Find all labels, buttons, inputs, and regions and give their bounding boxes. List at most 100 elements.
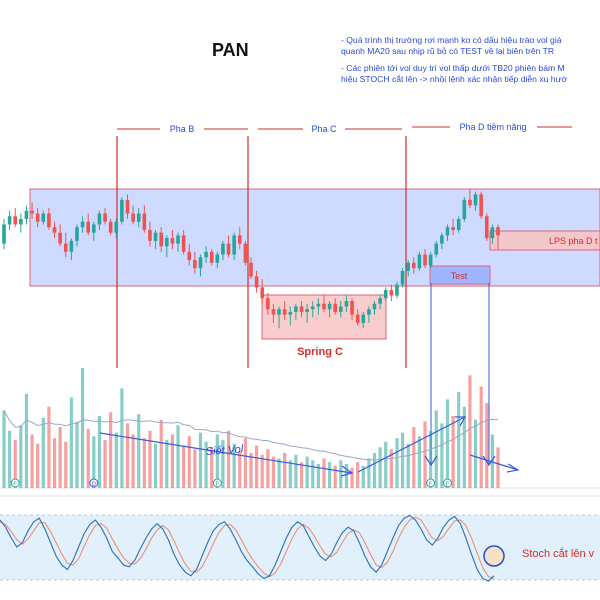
candle-body <box>344 301 349 307</box>
volume-bar <box>429 430 433 488</box>
candle-body <box>19 219 23 225</box>
candle-body <box>479 194 483 217</box>
lps-box <box>489 230 600 251</box>
volume-bar <box>125 423 130 488</box>
volume-bar <box>350 467 354 488</box>
volume-bar <box>204 441 208 488</box>
volume-marker-label: F <box>215 482 219 488</box>
volume-bar <box>277 458 281 488</box>
candle-body <box>249 262 253 277</box>
candles-group <box>2 188 500 329</box>
volume-bar <box>52 438 57 488</box>
volume-bar <box>36 443 40 488</box>
candle-body <box>468 199 472 206</box>
candle-body <box>367 309 371 315</box>
volume-bar <box>462 406 466 488</box>
candle-body <box>181 235 186 252</box>
candle-body <box>92 224 96 233</box>
volume-bar <box>92 436 96 488</box>
candle-body <box>47 213 51 228</box>
candle-body <box>187 251 192 260</box>
candle-body <box>378 298 382 304</box>
candle-body <box>204 251 208 258</box>
lps-label: LPS pha D t <box>549 236 598 246</box>
volume-bar <box>367 458 371 488</box>
volume-bar <box>2 410 6 488</box>
candle-body <box>13 216 18 225</box>
volume-bar <box>97 416 102 488</box>
volume-bar <box>327 462 332 488</box>
stoch-d-line <box>0 516 495 580</box>
volume-bar <box>170 434 175 488</box>
candle-body <box>339 306 343 312</box>
volume-bar <box>215 434 219 488</box>
volume-bar <box>311 460 315 488</box>
volume-bar <box>266 449 270 488</box>
candle-body <box>170 238 175 244</box>
volume-bar <box>232 443 236 488</box>
volume-bar <box>445 399 450 488</box>
candle-body <box>288 311 293 315</box>
volume-bar <box>86 428 90 488</box>
volume-bar <box>356 462 360 488</box>
candle-body <box>142 213 147 230</box>
volume-bar <box>19 425 23 488</box>
volume-marker-circle <box>426 478 436 488</box>
volume-marker-label: F <box>446 482 450 488</box>
candle-body <box>271 309 276 315</box>
candle-body <box>473 194 478 206</box>
candle-body <box>193 260 197 269</box>
volume-marker-label: F <box>429 482 433 488</box>
test-box <box>429 265 491 285</box>
spring-label: Spring C <box>297 346 343 358</box>
candle-body <box>58 232 62 244</box>
phase-d-label: Pha D tiềm năng <box>459 122 526 132</box>
candle-body <box>277 309 281 315</box>
candle-body <box>383 290 388 299</box>
volume-bar <box>80 368 85 488</box>
volume-bar <box>8 430 12 488</box>
candle-body <box>305 309 309 312</box>
volume-bar <box>153 443 158 488</box>
volume-bar <box>187 436 191 488</box>
candle-body <box>417 254 422 269</box>
volume-bar <box>400 432 405 488</box>
volume-bar <box>344 464 349 488</box>
candle-body <box>209 251 214 263</box>
test-arrow-1-head <box>424 455 438 467</box>
candle-body <box>7 216 12 225</box>
volume-bar <box>41 417 45 488</box>
candle-body <box>215 254 220 263</box>
volume-bar <box>473 419 478 488</box>
candle-body <box>282 309 287 315</box>
volume-bar <box>288 460 292 488</box>
candle-body <box>400 270 405 285</box>
candle-body <box>69 240 74 252</box>
volume-bar <box>198 432 203 488</box>
volume-bar <box>69 397 73 488</box>
siet-vol-arrow-down-head <box>340 465 354 477</box>
volume-bar <box>457 392 461 488</box>
siet-vol-arrow-down <box>99 432 353 474</box>
volume-bar <box>137 414 141 488</box>
stoch-note-label: Stoch cắt lên v <box>522 547 595 560</box>
candle-body <box>350 301 354 315</box>
volume-bar <box>316 464 320 488</box>
candle-body <box>310 306 315 310</box>
candle-body <box>136 213 141 222</box>
stoch-k-line <box>0 514 495 582</box>
candle-body <box>322 303 326 310</box>
volume-bar <box>165 440 169 488</box>
volume-ma20-line <box>3 410 499 461</box>
candle-body <box>372 303 377 310</box>
volume-bar <box>423 421 427 488</box>
candle-body <box>30 210 34 214</box>
volume-bar <box>24 393 29 488</box>
volume-bar <box>75 421 79 488</box>
volume-bar <box>372 452 377 488</box>
candle-body <box>75 227 79 241</box>
candle-body <box>103 213 107 222</box>
phase-b-label: Pha B <box>170 124 195 134</box>
vol-arrow-up <box>357 416 466 473</box>
